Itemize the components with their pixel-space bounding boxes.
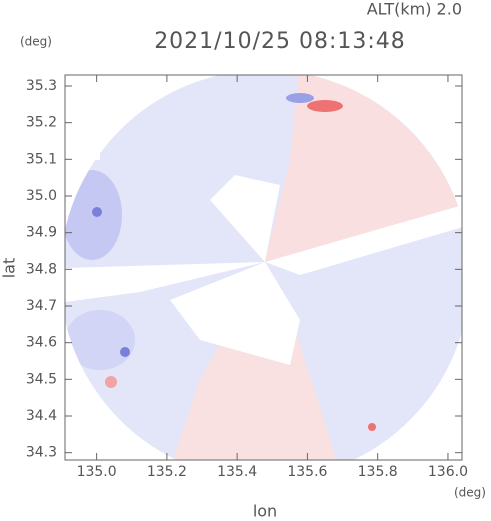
x-tick-label: 135.2 [147, 464, 187, 480]
altitude-label: ALT(km) 2.0 [367, 0, 462, 19]
x-axis-label: lon [253, 502, 277, 521]
y-tick-label: 35.2 [26, 115, 57, 131]
plot-frame [64, 74, 463, 461]
y-tick-label: 34.7 [26, 298, 57, 314]
radar-field [65, 75, 462, 460]
y-axis-label: lat [0, 258, 19, 279]
y-tick-label: 34.5 [26, 371, 57, 387]
y-tick-label: 35.3 [26, 78, 57, 94]
x-tick-label: 135.4 [217, 464, 257, 480]
x-unit: (deg) [454, 486, 486, 500]
x-tick-label: 135.6 [287, 464, 327, 480]
x-tick-label: 135.0 [77, 464, 117, 480]
x-tick-label: 135.8 [358, 464, 398, 480]
y-tick-label: 34.8 [26, 261, 57, 277]
x-tick-label: 136.0 [428, 464, 468, 480]
y-tick-label: 34.4 [26, 408, 57, 424]
y-unit: (deg) [20, 35, 52, 49]
y-tick-label: 34.3 [26, 445, 57, 461]
y-tick-label: 35.0 [26, 188, 57, 204]
y-tick-label: 35.1 [26, 151, 57, 167]
chart-title: 2021/10/25 08:13:48 [154, 29, 406, 54]
y-tick-label: 34.6 [26, 335, 57, 351]
y-tick-label: 34.9 [26, 225, 57, 241]
